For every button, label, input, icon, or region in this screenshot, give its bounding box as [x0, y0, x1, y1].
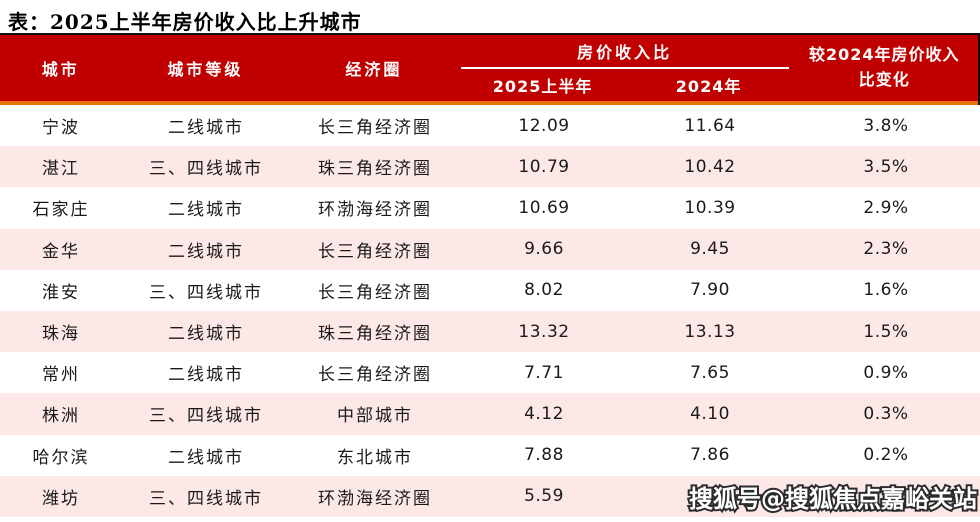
cell-2025h1-value: 4.12: [524, 403, 564, 424]
cell-2024-value: 13.13: [684, 321, 736, 342]
table-row: 潍坊 三、四线城市 环渤海经济圈 5.59 5.58 0.2%: [0, 475, 980, 517]
cell-change-value: 1.6%: [863, 280, 909, 301]
cell-city: 金华: [42, 241, 80, 262]
cell-2025h1-value: 13.32: [518, 321, 570, 342]
cell-2025h1-value: 9.66: [524, 239, 564, 260]
table-row: 湛江 三、四线城市 珠三角经济圈 10.79 10.42 3.5%: [0, 146, 980, 188]
cell-city: 潍坊: [42, 488, 80, 509]
cell-circle: 长三角经济圈: [318, 241, 432, 262]
column-group-subheaders: 2025上半年 2024年: [459, 69, 791, 101]
cell-2025h1-value: 7.88: [524, 445, 564, 466]
table-body: 宁波 二线城市 长三角经济圈 12.09 11.64 3.8% 湛江 三、四线城…: [0, 105, 980, 517]
cell-2025h1-value: 12.09: [518, 115, 570, 136]
cell-2024-value: 9.45: [690, 239, 730, 260]
cell-2025h1-value: 10.79: [518, 156, 570, 177]
cell-2024-value: 7.86: [690, 445, 730, 466]
cell-city: 珠海: [42, 324, 80, 345]
cell-change-value: 3.8%: [863, 115, 909, 136]
cell-tier: 三、四线城市: [149, 406, 263, 427]
cell-circle: 长三角经济圈: [318, 118, 432, 139]
cell-tier: 二线城市: [168, 365, 244, 386]
column-header-city: 城市: [41, 60, 80, 79]
cell-tier: 二线城市: [168, 118, 244, 139]
cell-circle: 环渤海经济圈: [318, 488, 432, 509]
table-row: 金华 二线城市 长三角经济圈 9.66 9.45 2.3%: [0, 228, 980, 270]
column-header-2024: 2024年: [675, 77, 742, 96]
table-row: 淮安 三、四线城市 长三角经济圈 8.02 7.90 1.6%: [0, 269, 980, 311]
cell-change-value: 1.5%: [863, 321, 909, 342]
cell-change-value: 0.2%: [863, 486, 909, 507]
cell-change-value: 3.5%: [863, 156, 909, 177]
cell-city: 宁波: [42, 118, 80, 139]
cell-circle: 环渤海经济圈: [318, 200, 432, 221]
table-row: 宁波 二线城市 长三角经济圈 12.09 11.64 3.8%: [0, 105, 980, 147]
table-row: 珠海 二线城市 珠三角经济圈 13.32 13.13 1.5%: [0, 310, 980, 353]
cell-2024-value: 10.42: [684, 156, 736, 177]
cell-circle: 中部城市: [337, 406, 413, 427]
cell-circle: 珠三角经济圈: [318, 159, 432, 180]
cell-2024-value: 7.90: [690, 280, 730, 301]
table-row: 哈尔滨 二线城市 东北城市 7.88 7.86 0.2%: [0, 434, 980, 476]
cell-2024-value: 11.64: [684, 115, 736, 136]
table-title: 表：2025上半年房价收入比上升城市: [8, 10, 362, 34]
column-header-tier: 城市等级: [167, 60, 244, 79]
cell-change-value: 0.2%: [863, 445, 909, 466]
cell-change-value: 0.9%: [863, 362, 909, 383]
cell-tier: 三、四线城市: [149, 488, 263, 509]
column-header-circle: 经济圈: [345, 60, 403, 79]
table-header-row: 城市 城市等级 经济圈 房价收入比 2025上半年 2024年 较2024年房价…: [0, 35, 978, 101]
group-underline: [460, 67, 789, 69]
column-header-change-line2: 比变化: [858, 70, 910, 89]
cell-tier: 二线城市: [168, 241, 244, 262]
cell-city: 湛江: [42, 159, 80, 180]
cell-change-value: 2.9%: [863, 197, 909, 218]
table-row: 石家庄 二线城市 环渤海经济圈 10.69 10.39 2.9%: [0, 187, 980, 229]
cell-change-value: 2.3%: [863, 239, 909, 260]
cell-circle: 珠三角经济圈: [318, 324, 432, 345]
column-group-price-income-ratio: 房价收入比 2025上半年 2024年: [459, 35, 791, 101]
cell-2024-value: 10.39: [684, 197, 736, 218]
cell-tier: 二线城市: [168, 447, 244, 468]
column-header-change: 较2024年房价收入 比变化: [791, 35, 978, 101]
cell-2024-value: 4.10: [690, 403, 730, 424]
cell-tier: 二线城市: [168, 200, 244, 221]
column-header-2025h1: 2025上半年: [492, 77, 593, 96]
column-group-label: 房价收入比: [577, 43, 673, 62]
cell-change-value: 0.3%: [863, 403, 909, 424]
cell-city: 哈尔滨: [32, 447, 90, 468]
cell-city: 石家庄: [32, 200, 90, 221]
table-header: 城市 城市等级 经济圈 房价收入比 2025上半年 2024年 较2024年房价…: [0, 33, 980, 105]
header-accent-line: [0, 101, 978, 105]
cell-circle: 长三角经济圈: [318, 365, 432, 386]
table-row: 常州 二线城市 长三角经济圈 7.71 7.65 0.9%: [0, 352, 980, 394]
column-header-change-line1: 较2024年房价收入: [809, 45, 960, 65]
cell-circle: 长三角经济圈: [318, 282, 432, 303]
watermark-text: 搜狐号@搜狐焦点嘉峪关站: [687, 483, 979, 515]
cell-city: 常州: [42, 365, 80, 386]
cell-city: 淮安: [42, 282, 80, 303]
cell-tier: 二线城市: [168, 324, 244, 345]
cell-2025h1-value: 8.02: [524, 280, 564, 301]
cell-city: 株洲: [42, 406, 80, 427]
cell-tier: 三、四线城市: [149, 282, 263, 303]
cell-circle: 东北城市: [337, 447, 413, 468]
cell-2025h1-value: 5.59: [524, 486, 564, 507]
cell-2025h1-value: 10.69: [518, 197, 570, 218]
table-row: 株洲 三、四线城市 中部城市 4.12 4.10 0.3%: [0, 393, 980, 435]
cell-tier: 三、四线城市: [149, 159, 263, 180]
cell-2024-value: 7.65: [690, 362, 730, 383]
cell-2025h1-value: 7.71: [524, 362, 564, 383]
cell-2024-value: 5.58: [690, 486, 730, 507]
